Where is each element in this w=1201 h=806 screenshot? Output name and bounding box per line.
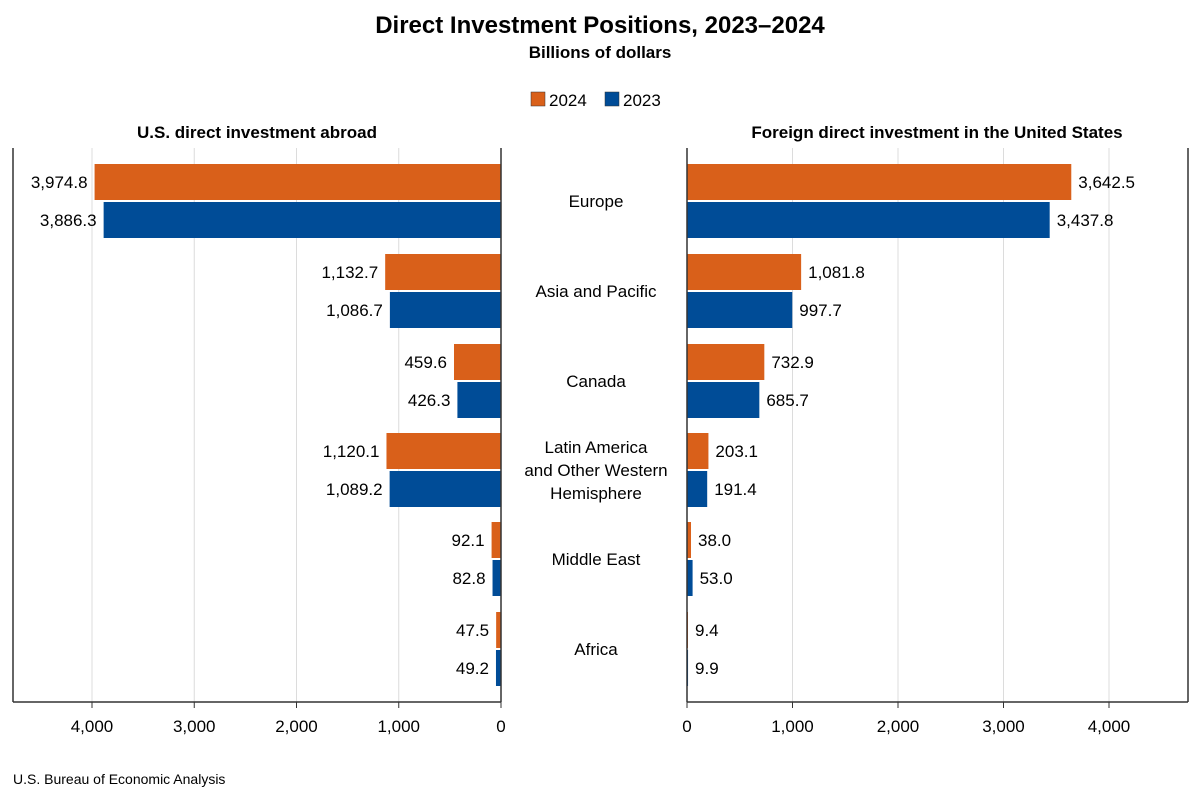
bar-2024 bbox=[687, 344, 765, 380]
category-label: Asia and Pacific bbox=[536, 282, 657, 301]
bar-2024 bbox=[454, 344, 501, 380]
data-label-2023: 1,086.7 bbox=[326, 301, 383, 320]
left-panel-title: U.S. direct investment abroad bbox=[137, 123, 377, 142]
legend: 2024 2023 bbox=[530, 91, 661, 110]
data-label-2023: 3,437.8 bbox=[1057, 211, 1114, 230]
data-label-2023: 191.4 bbox=[714, 480, 757, 499]
category-label: Latin America bbox=[545, 438, 649, 457]
left-panel: 3,974.8 1,132.7 459.6 1,120.1 92.1 47.5 3,886.… bbox=[12, 148, 506, 736]
data-label-2023: 9.9 bbox=[695, 659, 719, 678]
bar-2023 bbox=[457, 382, 501, 418]
chart-subtitle: Billions of dollars bbox=[529, 43, 672, 62]
bar-2023 bbox=[687, 471, 708, 507]
data-label-2023: 49.2 bbox=[456, 659, 489, 678]
bar-2023 bbox=[389, 471, 501, 507]
data-label-2024: 3,642.5 bbox=[1078, 173, 1135, 192]
data-label-2024: 1,132.7 bbox=[321, 263, 378, 282]
bar-2024 bbox=[687, 164, 1072, 200]
data-label-2023: 426.3 bbox=[408, 391, 451, 410]
bar-2023 bbox=[687, 202, 1050, 238]
data-label-2024: 92.1 bbox=[451, 531, 484, 550]
category-labels: Europe Asia and Pacific Canada Latin Americ… bbox=[524, 192, 667, 659]
data-label-2024: 1,081.8 bbox=[808, 263, 865, 282]
category-label: Europe bbox=[569, 192, 624, 211]
data-label-2024: 9.4 bbox=[695, 621, 719, 640]
tick-label: 4,000 bbox=[1088, 717, 1131, 736]
bar-2024 bbox=[687, 433, 709, 469]
bar-2023 bbox=[492, 560, 501, 596]
bar-2024 bbox=[385, 254, 501, 290]
bar-2023 bbox=[687, 292, 793, 328]
tick-label: 0 bbox=[496, 717, 505, 736]
category-label: Canada bbox=[566, 372, 626, 391]
bar-2023 bbox=[687, 560, 693, 596]
data-label-2024: 38.0 bbox=[698, 531, 731, 550]
category-label: Hemisphere bbox=[550, 484, 642, 503]
right-panel-title: Foreign direct investment in the United … bbox=[751, 123, 1122, 142]
tick-label: 0 bbox=[682, 717, 691, 736]
data-label-2023: 1,089.2 bbox=[326, 480, 383, 499]
data-label-2023: 3,886.3 bbox=[40, 211, 97, 230]
data-label-2024: 3,974.8 bbox=[31, 173, 88, 192]
bar-2023 bbox=[687, 382, 760, 418]
tick-label: 4,000 bbox=[71, 717, 114, 736]
bar-2024 bbox=[491, 522, 501, 558]
data-label-2023: 53.0 bbox=[700, 569, 733, 588]
tick-label: 3,000 bbox=[982, 717, 1025, 736]
tick-label: 2,000 bbox=[275, 717, 318, 736]
category-label: and Other Western bbox=[524, 461, 667, 480]
bar-2024 bbox=[687, 254, 802, 290]
data-label-2023: 82.8 bbox=[452, 569, 485, 588]
data-label-2024: 47.5 bbox=[456, 621, 489, 640]
data-label-2023: 685.7 bbox=[766, 391, 809, 410]
legend-label-2024: 2024 bbox=[549, 91, 587, 110]
tick-label: 2,000 bbox=[877, 717, 920, 736]
source-note: U.S. Bureau of Economic Analysis bbox=[13, 771, 225, 787]
right-panel: 3,642.5 1,081.8 732.9 203.1 38.0 9.4 3,437.8 99… bbox=[682, 148, 1189, 736]
chart-title: Direct Investment Positions, 2023–2024 bbox=[375, 12, 825, 39]
bar-2023 bbox=[495, 650, 501, 686]
legend-label-2023: 2023 bbox=[623, 91, 661, 110]
tick-label: 3,000 bbox=[173, 717, 216, 736]
bar-2024 bbox=[94, 164, 502, 200]
tick-label: 1,000 bbox=[377, 717, 420, 736]
bar-2024 bbox=[386, 433, 501, 469]
data-label-2023: 997.7 bbox=[799, 301, 842, 320]
data-label-2024: 203.1 bbox=[715, 442, 758, 461]
legend-swatch-2024 bbox=[530, 91, 546, 107]
bar-2023 bbox=[389, 292, 501, 328]
tick-label: 1,000 bbox=[771, 717, 814, 736]
bar-2023 bbox=[103, 202, 501, 238]
data-label-2024: 1,120.1 bbox=[323, 442, 380, 461]
category-label: Middle East bbox=[552, 550, 641, 569]
category-label: Africa bbox=[574, 640, 618, 659]
bar-2024 bbox=[687, 522, 692, 558]
legend-swatch-2023 bbox=[604, 91, 620, 107]
data-label-2024: 459.6 bbox=[404, 353, 447, 372]
bar-2024 bbox=[496, 612, 501, 648]
data-label-2024: 732.9 bbox=[771, 353, 814, 372]
